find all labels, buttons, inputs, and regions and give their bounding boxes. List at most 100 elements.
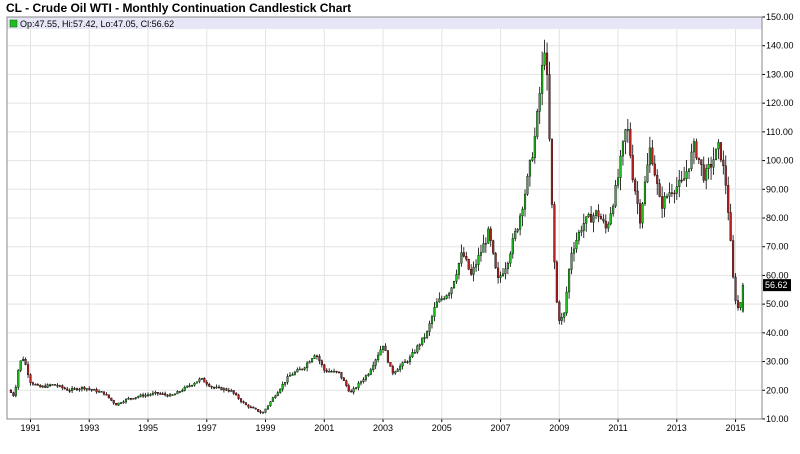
candle-down <box>203 378 206 383</box>
candle-up <box>41 385 44 388</box>
candle-up <box>739 302 742 308</box>
candle-up <box>193 383 196 386</box>
candle-down <box>492 240 495 254</box>
candle-down <box>386 350 389 363</box>
candle-down <box>213 386 216 389</box>
candle-up <box>506 262 509 270</box>
candle-up <box>127 397 130 400</box>
candle-up <box>435 301 438 308</box>
candle-up <box>151 392 154 395</box>
candle-up <box>641 203 644 224</box>
candle-up <box>188 385 191 387</box>
candle-down <box>670 192 673 194</box>
candle-down <box>629 129 632 156</box>
candle-up <box>291 374 294 376</box>
candle-up <box>306 362 309 368</box>
candle-down <box>166 394 169 397</box>
candle-down <box>66 388 69 391</box>
candle-up <box>741 284 744 312</box>
candle-down <box>171 394 174 396</box>
candle-down <box>545 52 549 75</box>
candle-up <box>479 252 483 256</box>
candle-up <box>328 371 331 373</box>
x-tick-label: 2003 <box>373 423 393 433</box>
candle-down <box>156 391 159 394</box>
candle-down <box>318 355 321 361</box>
candle-down <box>722 159 725 167</box>
candle-down <box>210 386 213 388</box>
candle-up <box>526 175 529 195</box>
candle-down <box>95 389 98 393</box>
candle-up <box>154 391 157 394</box>
candle-up <box>421 337 424 345</box>
candle-up <box>452 281 456 289</box>
candle-down <box>12 392 15 396</box>
candle-up <box>374 359 377 366</box>
candle-up <box>712 159 715 168</box>
candle-up <box>570 252 573 270</box>
candle-up <box>149 394 152 396</box>
candle-down <box>323 364 326 371</box>
candle-up <box>592 215 595 223</box>
chart-title: CL - Crude Oil WTI - Monthly Continuatio… <box>6 1 352 15</box>
candle-up <box>619 155 622 178</box>
candle-up <box>413 352 416 354</box>
y-tick-label: 120.00 <box>766 98 794 108</box>
candle-up <box>333 370 336 373</box>
candle-down <box>49 384 52 386</box>
candle-down <box>225 388 228 391</box>
candle-down <box>83 386 86 390</box>
candle-up <box>460 252 463 264</box>
candle-up <box>509 253 512 264</box>
x-tick-label: 2009 <box>549 423 569 433</box>
candle-down <box>406 361 409 363</box>
candle-up <box>607 223 610 229</box>
candle-up <box>266 405 270 410</box>
candle-up <box>504 268 507 275</box>
candle-up <box>195 381 199 384</box>
candle-up <box>222 388 225 391</box>
candle-up <box>614 184 617 207</box>
y-tick-label: 60.00 <box>766 270 789 280</box>
candle-up <box>46 384 49 388</box>
candle-up <box>120 402 123 405</box>
candle-up <box>122 401 125 404</box>
candle-down <box>597 210 600 217</box>
candle-up <box>433 307 436 317</box>
candle-up <box>514 231 517 239</box>
candle-down <box>34 383 37 386</box>
candle-up <box>362 379 365 382</box>
candle-down <box>604 220 607 229</box>
candle-down <box>164 393 167 396</box>
candle-down <box>63 387 66 390</box>
candle-down <box>227 390 230 392</box>
candle-up <box>369 369 372 375</box>
candle-up <box>501 273 505 276</box>
candle-up <box>577 231 580 241</box>
candle-up <box>359 381 363 384</box>
candle-down <box>636 190 639 204</box>
candle-up <box>455 274 458 282</box>
candle-down <box>132 398 135 400</box>
ohlc-summary: Op:47.55, Hi:57.42, Lo:47.05, Cl:56.62 <box>20 19 174 29</box>
candle-up <box>582 223 585 231</box>
candle-up <box>707 164 710 169</box>
candle-up <box>426 331 429 338</box>
candle-up <box>17 369 20 388</box>
candle-up <box>621 141 625 157</box>
candle-up <box>276 392 279 397</box>
x-tick-label: 2001 <box>314 423 334 433</box>
x-tick-label: 1991 <box>20 423 40 433</box>
y-tick-label: 50.00 <box>766 299 789 309</box>
candle-up <box>284 382 287 385</box>
candle-up <box>482 243 485 253</box>
candle-down <box>553 204 556 263</box>
candle-up <box>310 358 314 362</box>
candle-down <box>465 256 468 260</box>
y-tick-label: 150.00 <box>766 12 794 22</box>
candle-down <box>88 388 91 390</box>
candle-up <box>521 208 524 217</box>
candle-down <box>129 397 132 400</box>
candle-up <box>717 142 720 150</box>
candle-up <box>80 386 83 390</box>
